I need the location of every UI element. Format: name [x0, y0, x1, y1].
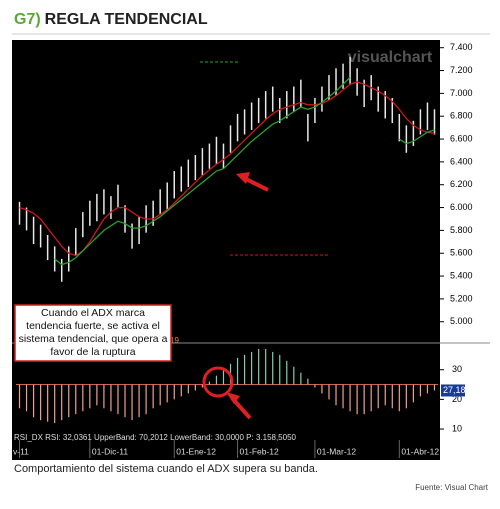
- x-tick-label: v-11: [13, 446, 29, 456]
- x-tick-label: 01-Feb-12: [240, 446, 279, 456]
- x-tick-label: 01-Ene-12: [176, 446, 216, 456]
- y-tick-label: 5.400: [450, 270, 473, 280]
- y-tick-label: 6.600: [450, 133, 473, 143]
- source: Fuente: Visual Chart: [415, 483, 489, 492]
- y-tick-label: 5.600: [450, 248, 473, 258]
- last-value-box: [441, 384, 465, 397]
- y-tick-label: 6.800: [450, 111, 473, 121]
- x-tick-label: 01-Dic-11: [92, 446, 128, 456]
- x-tick-label: 01-Abr-12: [401, 446, 439, 456]
- y-tick-label: 20: [452, 394, 462, 404]
- arrow-head: [226, 392, 240, 404]
- annotation: Cuando el ADX marca tendencia fuerte, se…: [18, 307, 168, 358]
- x-tick-label: 01-Mar-12: [317, 446, 356, 456]
- y-tick-label: 5.000: [450, 316, 473, 326]
- ma-line: [398, 129, 435, 145]
- y-tick-label: 6.400: [450, 156, 473, 166]
- y-tick-label: 7.000: [450, 88, 473, 98]
- y-tick-label: 10: [452, 423, 462, 433]
- watermark: visualchart: [348, 49, 433, 66]
- arrow: [243, 176, 269, 192]
- arrow-head: [236, 172, 250, 184]
- y-tick-label: 7.400: [450, 42, 473, 52]
- y-tick-label: 6.000: [450, 202, 473, 212]
- y-tick-label: 5.200: [450, 293, 473, 303]
- marks: 5.000 5.200 5.400 5.600 5.800 6.000 6.200 6.400…: [13, 42, 473, 458]
- status-line: RSI_DX RSI: 32,0361 UpperBand: 70,2012 L…: [14, 433, 297, 442]
- annotation-text: Cuando el ADX marca tendencia fuerte, se…: [18, 307, 168, 358]
- title-prefix: G7): [14, 11, 41, 28]
- annotation-box: [14, 304, 172, 362]
- y-tick-label: 5.800: [450, 225, 473, 235]
- ma-line: [19, 81, 435, 257]
- y-tick-label: 6.200: [450, 179, 473, 189]
- title-text: REGLA TENDENCIAL: [45, 11, 208, 28]
- y-tick-label: 30: [452, 364, 462, 374]
- ma-line: [54, 76, 351, 266]
- title: G7) REGLA TENDENCIAL: [14, 11, 208, 28]
- y-tick-label: 7.200: [450, 65, 473, 75]
- last-value: 27,18: [443, 385, 466, 395]
- highlight-circle: [202, 366, 234, 398]
- caption: Comportamiento del sistema cuando el ADX…: [14, 463, 318, 475]
